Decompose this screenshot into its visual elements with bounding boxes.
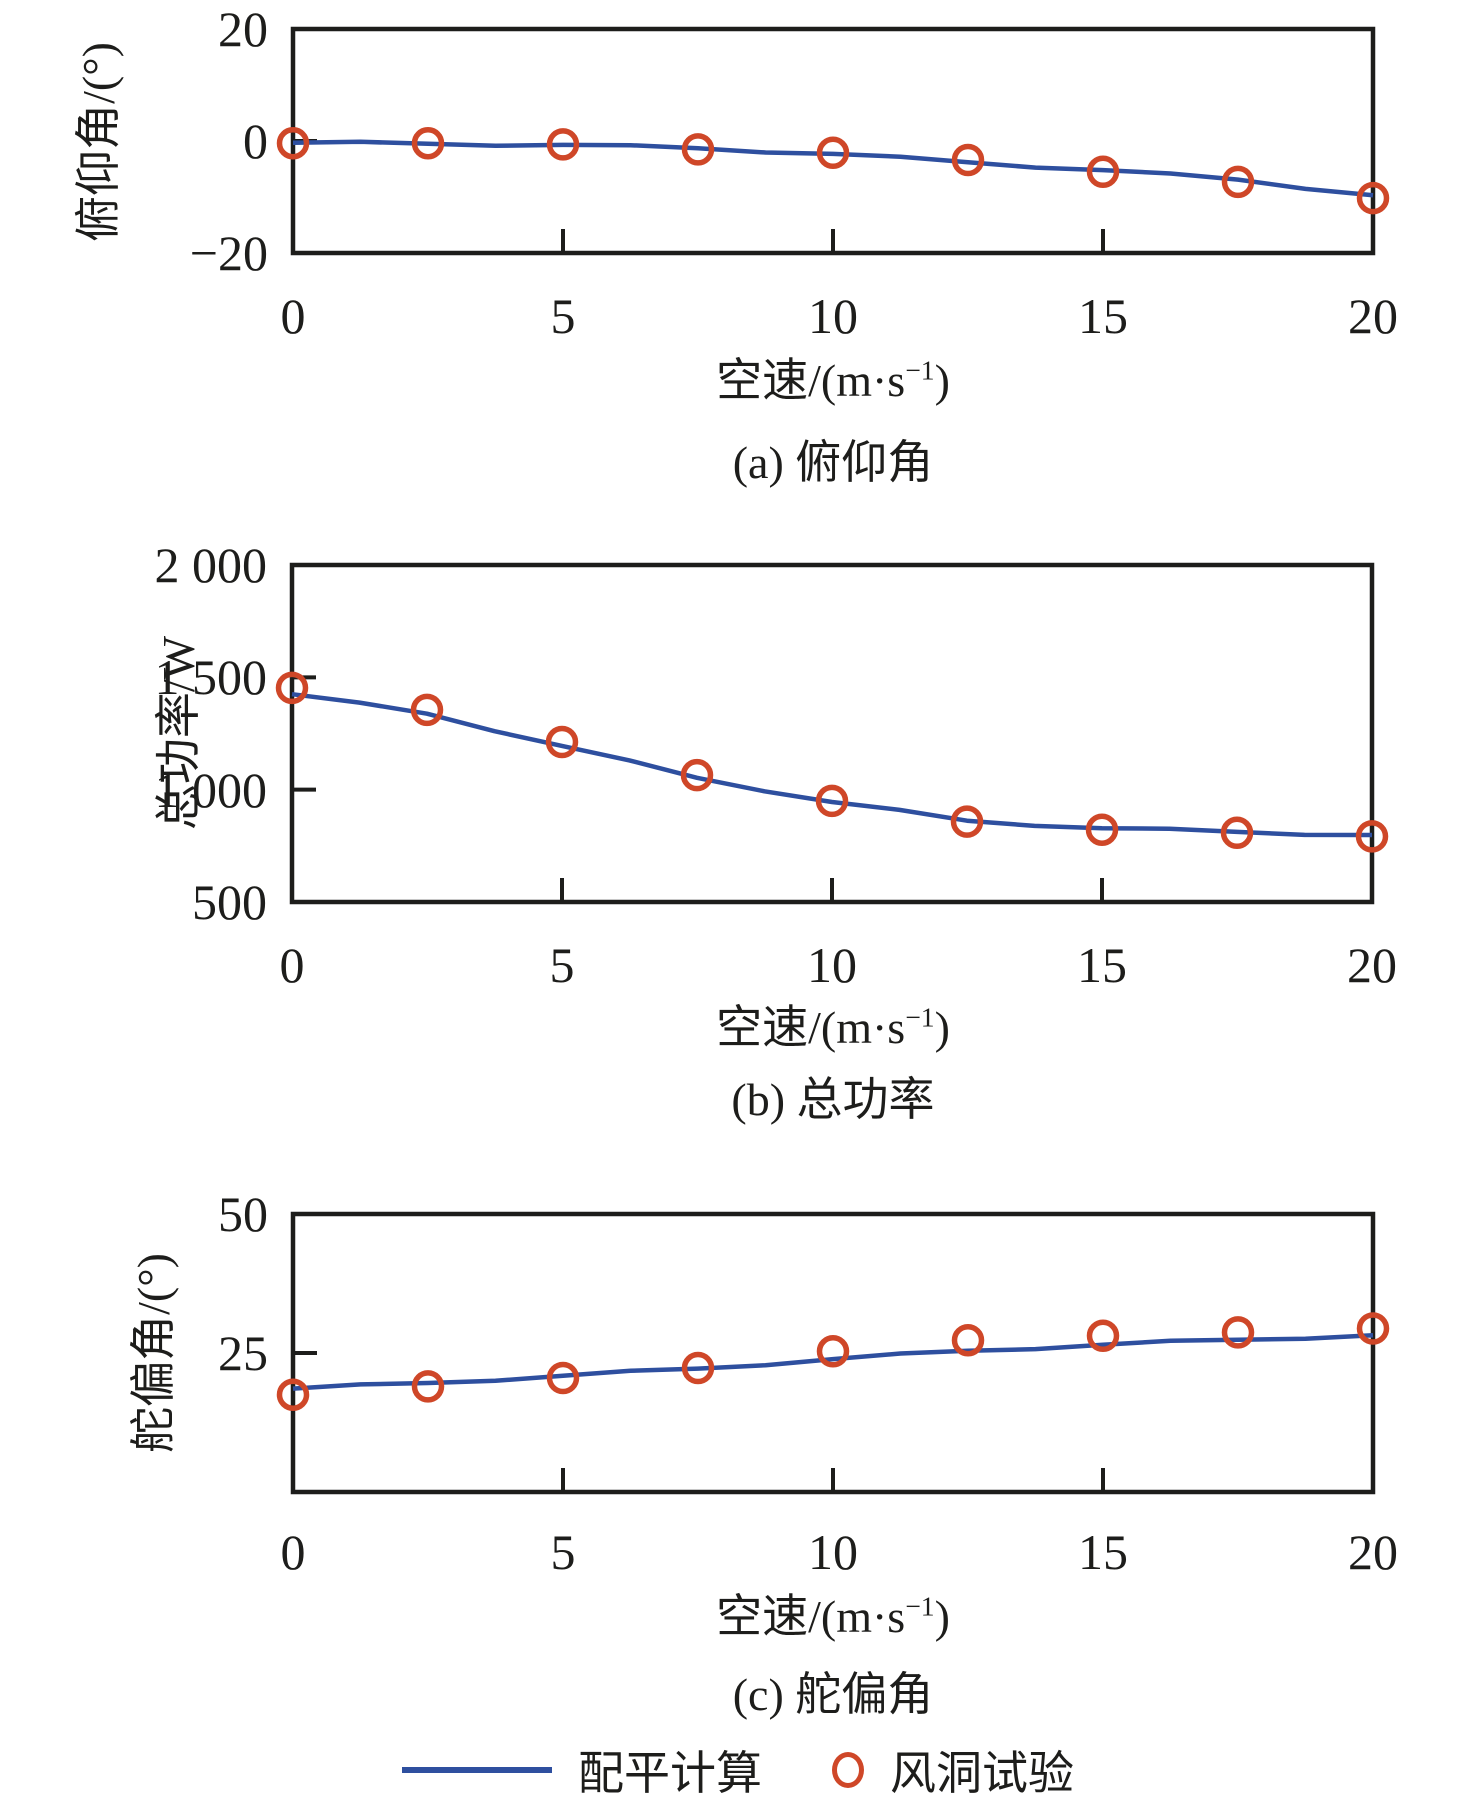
chart-b-caption: (b) 总功率 xyxy=(731,1074,935,1125)
chart-c-x-axis-title: 空速/(m·s−1) xyxy=(293,1592,1373,1642)
x-tick-label: 15 xyxy=(1078,288,1128,344)
x-tick-label: 20 xyxy=(1348,1524,1398,1580)
wind-tunnel-point xyxy=(546,128,580,161)
chart-a-y-axis-title: 俯仰角/(°) xyxy=(73,42,124,242)
wind-tunnel-point xyxy=(1221,1316,1255,1349)
x-tick-label: 10 xyxy=(807,937,857,993)
trim-calculation-line-swatch xyxy=(402,1767,552,1773)
wind-tunnel-point xyxy=(681,133,715,166)
y-tick-label: −20 xyxy=(189,225,268,281)
x-tick-label: 20 xyxy=(1347,937,1397,993)
x-tick-label: 20 xyxy=(1348,288,1398,344)
trim-calculation-line xyxy=(292,139,1374,198)
y-tick-label: 2 000 xyxy=(154,537,268,593)
chart-b-y-axis-title: 总功率/W xyxy=(153,635,204,831)
wind-tunnel-point xyxy=(1356,181,1390,215)
wind-tunnel-point xyxy=(276,126,310,160)
wind-tunnel-point xyxy=(816,1335,850,1368)
wind-tunnel-point xyxy=(1220,816,1254,850)
wind-tunnel-label: 风洞试验 xyxy=(890,1748,1074,1799)
chart-c-caption: (c) 舵偏角 xyxy=(732,1669,934,1720)
y-tick-label: 25 xyxy=(218,1325,268,1381)
chart-a-x-axis-title: 空速/(m·s−1) xyxy=(293,356,1373,406)
x-tick-label: 5 xyxy=(550,288,576,344)
x-tick-label: 5 xyxy=(549,937,575,993)
x-axis-title-text: 空速/(m·s xyxy=(716,1591,906,1642)
x-tick-label: 15 xyxy=(1077,937,1127,993)
wind-tunnel-point xyxy=(951,1323,985,1357)
trim-calculation-label: 配平计算 xyxy=(578,1748,762,1799)
wind-tunnel-point xyxy=(1356,1312,1390,1345)
wind-tunnel-point xyxy=(1086,155,1120,189)
wind-tunnel-point xyxy=(1221,165,1255,199)
plot-frame xyxy=(289,562,1375,905)
x-axis-title-sup: −1 xyxy=(905,354,935,386)
chart-c xyxy=(276,1211,1390,1495)
x-tick-label: 5 xyxy=(550,1524,576,1580)
chart-a-caption: (a) 俯仰角 xyxy=(732,437,934,488)
y-tick-label: 50 xyxy=(218,1186,268,1242)
wind-tunnel-point xyxy=(1085,813,1119,846)
wind-tunnel-point xyxy=(276,1378,310,1411)
x-tick-label: 0 xyxy=(279,937,305,993)
x-tick-label: 0 xyxy=(280,1524,306,1580)
wind-tunnel-point xyxy=(411,1370,445,1403)
y-tick-label: 500 xyxy=(192,874,267,930)
wind-tunnel-point xyxy=(1355,820,1389,853)
wind-tunnel-point xyxy=(680,758,714,792)
y-tick-label: 1 000 xyxy=(154,761,268,818)
wind-tunnel-point xyxy=(681,1351,715,1385)
y-tick-label: 1 500 xyxy=(154,649,268,706)
trim-calculation-line xyxy=(291,691,1373,838)
x-axis-title-text: 空速/(m·s xyxy=(716,1002,906,1053)
x-axis-title-close: ) xyxy=(934,1591,950,1642)
y-tick-label: 0 xyxy=(243,113,268,169)
x-tick-label: 0 xyxy=(280,288,306,344)
chart-a xyxy=(276,26,1390,256)
legend: 配平计算 风洞试验 xyxy=(148,1740,1328,1800)
wind-tunnel-point xyxy=(950,805,984,838)
wind-tunnel-marker-swatch xyxy=(832,1752,864,1788)
x-axis-title-sup: −1 xyxy=(905,1590,935,1622)
x-axis-title-sup: −1 xyxy=(905,1001,935,1033)
chart-c-y-axis-title: 舵偏角/(°) xyxy=(128,1253,179,1453)
plot-frame xyxy=(290,1211,1376,1495)
wind-tunnel-point xyxy=(1086,1319,1120,1353)
wind-tunnel-point xyxy=(951,143,985,177)
trim-calculation-line xyxy=(292,1332,1374,1391)
chart-b-x-axis-title: 空速/(m·s−1) xyxy=(293,1003,1373,1053)
x-tick-label: 10 xyxy=(808,288,858,344)
wind-tunnel-point xyxy=(546,1361,580,1395)
wind-tunnel-point xyxy=(545,725,579,759)
x-tick-label: 10 xyxy=(808,1524,858,1580)
chart-b xyxy=(275,562,1389,905)
wind-tunnel-point xyxy=(815,784,849,818)
wind-tunnel-point xyxy=(275,671,309,705)
x-axis-title-close: ) xyxy=(934,1002,950,1053)
wind-tunnel-point xyxy=(411,126,445,160)
x-tick-label: 15 xyxy=(1078,1524,1128,1580)
x-axis-title-text: 空速/(m·s xyxy=(716,355,906,406)
wind-tunnel-point xyxy=(816,136,850,170)
y-tick-label: 20 xyxy=(218,1,268,57)
x-axis-title-close: ) xyxy=(934,355,950,406)
wind-tunnel-point xyxy=(410,693,444,727)
